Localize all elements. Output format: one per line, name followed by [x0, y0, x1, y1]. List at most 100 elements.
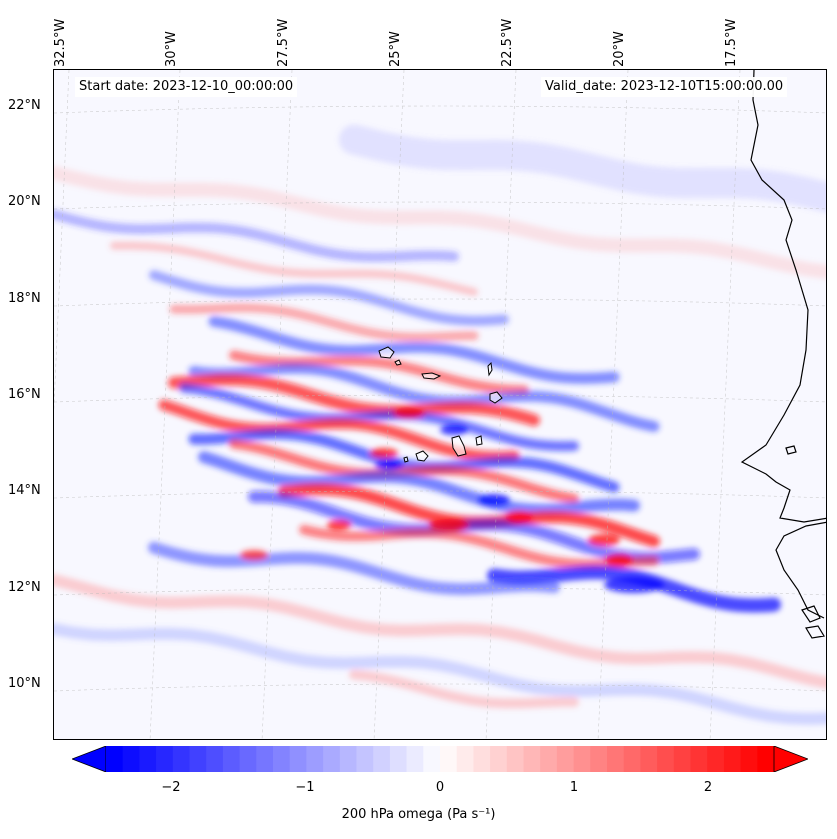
parallel-line	[54, 490, 826, 499]
bijagos-islands	[801, 605, 825, 639]
colorbar-step	[590, 746, 608, 772]
colorbar-step	[540, 746, 558, 772]
start-date-text: Start date: 2023-12-10_00:00:00	[75, 77, 298, 97]
cape-verde-islands	[378, 346, 503, 463]
lon-label-30w: 30°W	[164, 31, 179, 67]
sao-nicolau	[421, 372, 442, 380]
colorbar-step	[139, 746, 157, 772]
africa-coast	[740, 70, 826, 523]
cbar-tick-neg1: −1	[295, 780, 315, 795]
omega-band	[188, 428, 620, 493]
boa-vista	[489, 391, 503, 404]
omega-band	[54, 209, 459, 263]
colorbar-step	[389, 746, 408, 772]
colorbar-step	[657, 746, 675, 772]
omega-band	[54, 574, 826, 689]
lat-label-18n: 18°N	[8, 291, 41, 306]
parallel-line	[54, 298, 826, 307]
cbar-tick-2: 2	[703, 780, 713, 795]
omega-cell	[588, 534, 620, 546]
colorbar-step	[406, 746, 424, 772]
colorbar-step	[757, 746, 775, 772]
lon-label-27-5w: 27.5°W	[276, 18, 291, 67]
colorbar-step	[239, 746, 257, 772]
colorbar-step	[122, 746, 140, 772]
omega-band	[149, 270, 509, 326]
colorbar-label: 200 hPa omega (Pa s⁻¹)	[341, 807, 496, 822]
omega-band	[198, 451, 640, 516]
omega-cell	[440, 425, 468, 435]
colorbar-extend-right	[773, 745, 810, 773]
colorbar-step	[690, 746, 708, 772]
meridian-line	[597, 70, 629, 739]
omega-cell	[370, 448, 398, 458]
omega-field	[54, 70, 826, 739]
cbar-tick-0: 0	[435, 780, 445, 795]
colorbar-step	[573, 746, 591, 772]
colorbar-step	[289, 746, 307, 772]
colorbar-step	[273, 746, 291, 772]
parallel-line	[54, 105, 826, 114]
lon-label-22-5w: 22.5°W	[500, 18, 515, 67]
lon-label-32-5w: 32.5°W	[53, 18, 68, 67]
colorbar-step	[206, 746, 224, 772]
omega-band	[299, 524, 659, 570]
omega-cell	[605, 554, 633, 566]
meridian-line	[485, 70, 517, 739]
colorbar-step	[607, 746, 625, 772]
parallel-line	[54, 201, 826, 210]
map-panel	[53, 69, 827, 740]
fogo	[415, 450, 429, 462]
colorbar-step	[523, 746, 541, 772]
lon-label-25w: 25°W	[388, 31, 403, 67]
colorbar-graphic	[70, 745, 810, 773]
lat-label-14n: 14°N	[8, 483, 41, 498]
lat-label-22n: 22°N	[8, 98, 41, 113]
omega-band	[110, 241, 478, 296]
senegal-island	[785, 445, 797, 455]
omega-band	[208, 316, 620, 385]
meridian-line	[373, 70, 405, 739]
colorbar-step	[356, 746, 374, 772]
parallel-line	[54, 394, 826, 403]
colorbar-step	[339, 746, 357, 772]
omega-band	[169, 303, 479, 342]
colorbar-step	[172, 746, 190, 772]
lat-label-12n: 12°N	[8, 580, 41, 595]
santiago	[451, 435, 467, 457]
omega-cell	[375, 460, 403, 470]
colorbar-step	[740, 746, 758, 772]
colorbar-extend-left	[70, 745, 107, 773]
lon-label-17-5w: 17.5°W	[724, 18, 739, 67]
cbar-tick-neg2: −2	[161, 780, 181, 795]
lat-label-16n: 16°N	[8, 387, 41, 402]
omega-band	[179, 382, 579, 452]
colorbar-step	[490, 746, 508, 772]
lon-label-20w: 20°W	[612, 31, 627, 67]
omega-band	[54, 166, 826, 279]
coastline	[740, 70, 826, 639]
valid-date-text: Valid_date: 2023-12-10T15:00:00.00	[541, 77, 788, 97]
colorbar-step	[556, 746, 575, 772]
omega-band	[229, 350, 529, 396]
lat-label-20n: 20°N	[8, 194, 41, 209]
colorbar-step	[623, 746, 641, 772]
omega-band	[188, 362, 660, 432]
meridian-line	[149, 70, 181, 739]
colorbar-step	[189, 746, 207, 772]
omega-cell	[478, 494, 510, 506]
omega-cell	[429, 519, 469, 531]
parallel-line	[54, 683, 826, 692]
colorbar-step	[723, 746, 742, 772]
omega-band	[168, 373, 540, 427]
lat-label-10n: 10°N	[8, 676, 41, 691]
cbar-tick-1: 1	[569, 780, 579, 795]
colorbar-step	[373, 746, 391, 772]
omega-cell	[505, 511, 533, 523]
omega-band	[349, 669, 579, 709]
omega-cell	[240, 550, 268, 560]
colorbar-step	[306, 746, 324, 772]
maio	[475, 435, 483, 446]
colorbar-step	[156, 746, 174, 772]
sao-vicente	[394, 359, 402, 366]
